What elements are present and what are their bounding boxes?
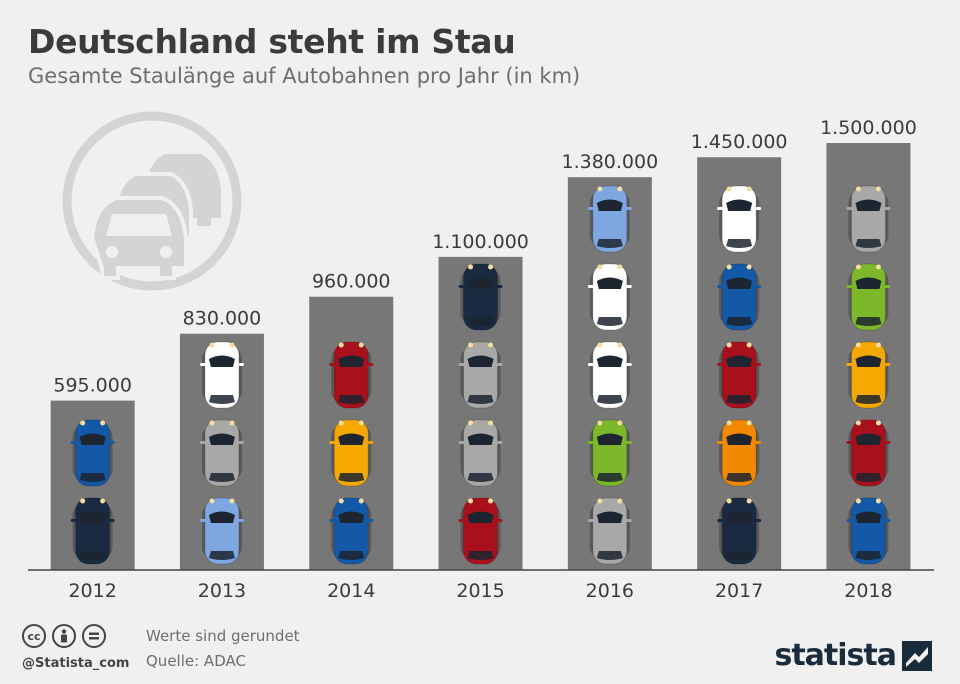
car-icon <box>587 497 632 565</box>
car-icon <box>846 263 891 331</box>
x-tick-label: 2015 <box>456 580 504 602</box>
car-icon <box>846 185 891 253</box>
no-derivatives-icon[interactable] <box>82 624 106 648</box>
rounding-note: Werte sind gerundet <box>146 627 300 645</box>
x-tick-label: 2017 <box>715 580 763 602</box>
car-icon <box>846 341 891 409</box>
attribution-icon[interactable] <box>52 624 76 648</box>
value-label: 595.000 <box>53 375 132 397</box>
car-icon <box>458 341 503 409</box>
car-icon <box>587 341 632 409</box>
car-icon <box>329 419 374 487</box>
statista-handle[interactable]: @Statista_com <box>22 656 130 671</box>
car-icon <box>70 419 115 487</box>
car-icon <box>587 263 632 331</box>
car-icon <box>846 497 891 565</box>
car-icon <box>329 497 374 565</box>
x-tick-label: 2012 <box>68 580 116 602</box>
source-note: Quelle: ADAC <box>146 652 246 670</box>
traffic-jam-icon <box>62 111 242 291</box>
value-label: 1.450.000 <box>691 131 788 153</box>
chart-subtitle: Gesamte Staulänge auf Autobahnen pro Jah… <box>28 64 581 88</box>
value-label: 1.380.000 <box>561 151 658 173</box>
x-tick-label: 2016 <box>586 580 634 602</box>
statista-logo-icon <box>902 640 932 671</box>
car-icon <box>717 185 762 253</box>
car-icon <box>458 263 503 331</box>
car-icon <box>717 341 762 409</box>
value-label: 830.000 <box>183 308 262 330</box>
x-tick-label: 2013 <box>198 580 246 602</box>
x-tick-label: 2018 <box>844 580 892 602</box>
car-icon <box>329 341 374 409</box>
car-icon <box>199 419 244 487</box>
statista-wordmark: statista <box>774 638 897 673</box>
value-label: 960.000 <box>312 271 391 293</box>
footnotes: Werte sind gerundet Quelle: ADAC <box>146 624 300 674</box>
x-tick-label: 2014 <box>327 580 375 602</box>
car-icon <box>70 497 115 565</box>
value-label: 1.100.000 <box>432 231 529 253</box>
creative-commons-icon[interactable]: cc <box>22 624 46 648</box>
car-icon <box>717 419 762 487</box>
car-icon <box>199 341 244 409</box>
car-icon <box>458 419 503 487</box>
car-icon <box>717 497 762 565</box>
value-label: 1.500.000 <box>820 117 917 139</box>
chart-title: Deutschland steht im Stau <box>28 22 516 61</box>
car-icon <box>587 419 632 487</box>
statista-logo[interactable]: statista <box>774 638 932 673</box>
car-icon <box>587 185 632 253</box>
car-icon <box>717 263 762 331</box>
car-icon <box>458 497 503 565</box>
bar-chart: 595.000 2012 830.000 2013 960.000 2014 1.100.0… <box>28 111 934 602</box>
license-block: cc @Statista_com <box>22 624 132 671</box>
car-icon <box>199 497 244 565</box>
car-icon <box>846 419 891 487</box>
